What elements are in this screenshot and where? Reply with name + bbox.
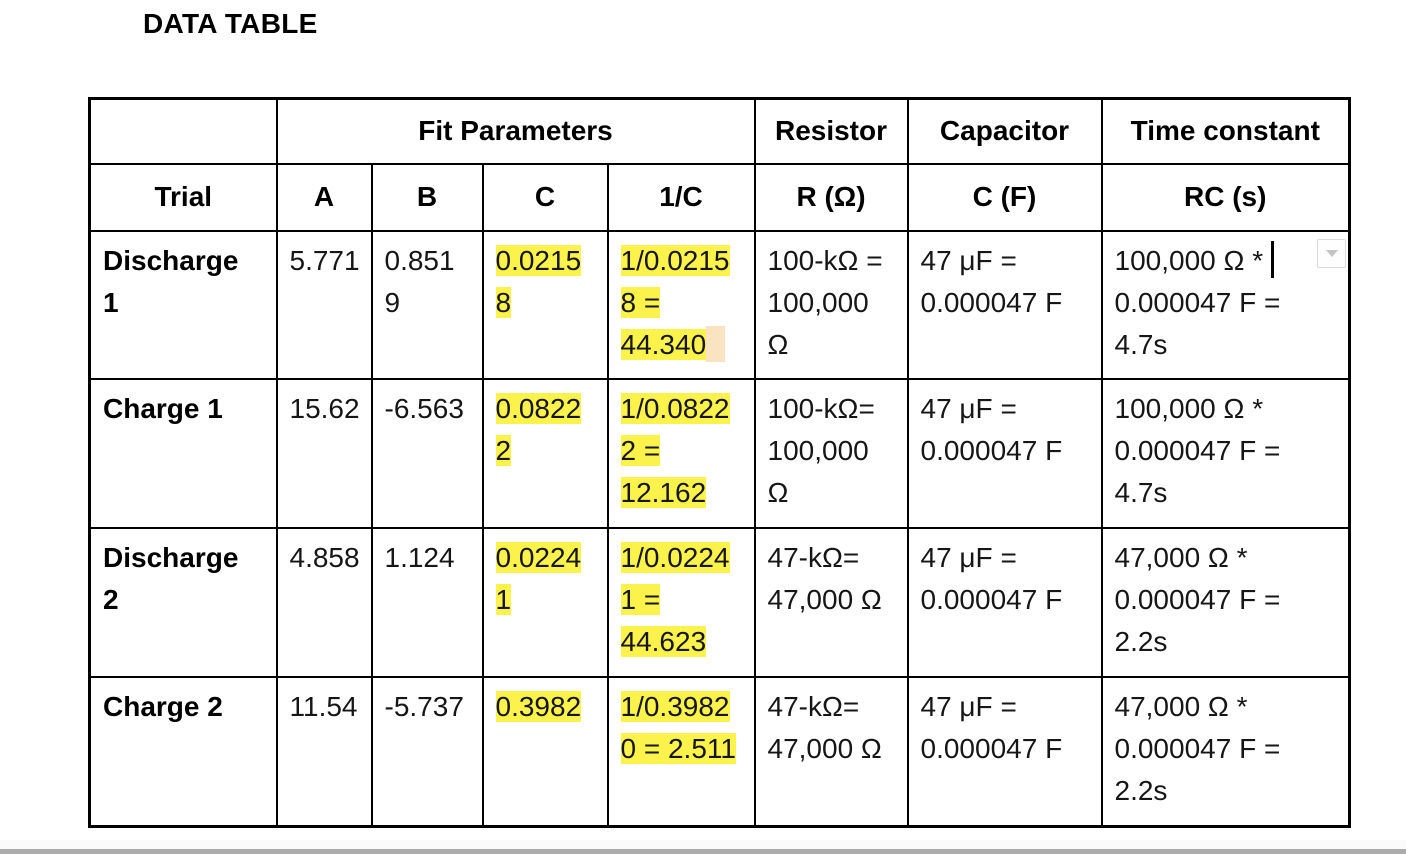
cell-text: 0.3982 (495, 690, 582, 722)
cell-text: -5.737 (384, 690, 464, 722)
cell-text: 1.124 (384, 541, 455, 573)
cell-text: 47 μF = 0.000047 F (920, 690, 1063, 764)
cell-one-over-c[interactable]: 1/0.0822 2 = 12.162 (606, 377, 756, 529)
cell-text: 47 μF = 0.000047 F (920, 392, 1063, 466)
table-row: Charge 2 11.54 -5.737 0.3982 1/0.3982 0 = 2.… (88, 675, 1351, 828)
document-title[interactable]: DATA TABLE (143, 8, 318, 39)
cell-text: 4.858 (289, 541, 360, 573)
cell-a[interactable]: 4.858 (275, 526, 373, 678)
cell-rc-seconds[interactable]: 47,000 Ω * 0.000047 F = 2.2s (1100, 675, 1351, 828)
cell-text: 47-kΩ= 47,000 Ω (767, 541, 882, 615)
cell-r-ohms[interactable]: 100-kΩ= 100,000 Ω (753, 377, 909, 529)
table-dropdown-button[interactable] (1317, 239, 1346, 268)
cell-text: 0.0224 1 (495, 541, 582, 615)
cell-text: 1/0.0224 1 = 44.623 (620, 541, 730, 657)
cell-rc-seconds[interactable]: 100,000 Ω * 0.000047 F = 4.7s (1100, 229, 1351, 380)
cell-text: 100,000 Ω * 0.000047 F = 4.7s (1114, 392, 1281, 508)
cell-text: 0.0822 2 (495, 392, 582, 466)
column-header[interactable]: C (F) (906, 162, 1103, 232)
cell-c[interactable]: 0.0215 8 (481, 229, 609, 380)
table-row: Charge 1 15.62 -6.563 0.0822 2 1/0.0822 2 = … (88, 377, 1351, 529)
cell-text: 47,000 Ω * 0.000047 F = 2.2s (1114, 541, 1281, 657)
cell-c[interactable]: 0.3982 (481, 675, 609, 828)
chevron-down-icon (1325, 250, 1338, 257)
cell-r-ohms[interactable]: 47-kΩ= 47,000 Ω (753, 526, 909, 678)
cell-rc-seconds[interactable]: 100,000 Ω * 0.000047 F = 4.7s (1100, 377, 1351, 529)
table-body: Discharge 1 5.771 0.851 9 0.0215 8 1/0.0215 … (88, 229, 1351, 828)
cell-text: 5.771 (289, 244, 360, 276)
cell-trial[interactable]: Charge 2 (88, 675, 278, 828)
cell-c-farads[interactable]: 47 μF = 0.000047 F (906, 229, 1103, 380)
data-table: Fit Parameters Resistor Capacitor Time cons… (88, 97, 1351, 828)
column-header[interactable]: B (370, 162, 484, 232)
text-cursor (1270, 240, 1274, 278)
cell-text: 0.000047 F = 4.7s (1114, 286, 1281, 360)
cell-trial[interactable]: Discharge 2 (88, 526, 278, 678)
cell-text: 47,000 Ω * 0.000047 F = 2.2s (1114, 690, 1281, 806)
cell-text: 47-kΩ= 47,000 Ω (767, 690, 882, 764)
column-header[interactable]: Trial (88, 162, 278, 232)
column-header[interactable]: C (481, 162, 609, 232)
cell-text: -6.563 (384, 392, 464, 424)
header-column-row: Trial A B C 1/C R (Ω) C (F) RC (s) (88, 162, 1351, 232)
cell-one-over-c[interactable]: 1/0.0215 8 = 44.340 (606, 229, 756, 380)
column-group-header[interactable]: Capacitor (906, 97, 1103, 165)
cell-r-ohms[interactable]: 100-kΩ = 100,000 Ω (753, 229, 909, 380)
cell-a[interactable]: 15.62 (275, 377, 373, 529)
column-group-header[interactable]: Resistor (753, 97, 909, 165)
empty-corner-cell[interactable] (88, 97, 278, 165)
column-header[interactable]: RC (s) (1100, 162, 1351, 232)
cell-rc-seconds[interactable]: 47,000 Ω * 0.000047 F = 2.2s (1100, 526, 1351, 678)
cell-c-farads[interactable]: 47 μF = 0.000047 F (906, 526, 1103, 678)
cell-c-farads[interactable]: 47 μF = 0.000047 F (906, 377, 1103, 529)
cell-b[interactable]: 0.851 9 (370, 229, 484, 380)
table-header: Fit Parameters Resistor Capacitor Time cons… (88, 97, 1351, 232)
table-row: Discharge 2 4.858 1.124 0.0224 1 1/0.0224 1 … (88, 526, 1351, 678)
cell-b[interactable]: -6.563 (370, 377, 484, 529)
cell-one-over-c[interactable]: 1/0.3982 0 = 2.511 (606, 675, 756, 828)
column-group-header[interactable]: Fit Parameters (275, 97, 756, 165)
column-header[interactable]: A (275, 162, 373, 232)
cell-text: 47 μF = 0.000047 F (920, 244, 1063, 318)
cell-text: 1/0.3982 0 = 2.511 (620, 690, 736, 764)
cell-one-over-c[interactable]: 1/0.0224 1 = 44.623 (606, 526, 756, 678)
cell-a[interactable]: 11.54 (275, 675, 373, 828)
cell-text: 11.54 (289, 690, 358, 722)
page-bottom-edge (0, 840, 1406, 854)
cell-r-ohms[interactable]: 47-kΩ= 47,000 Ω (753, 675, 909, 828)
column-header[interactable]: R (Ω) (753, 162, 909, 232)
cell-text: 1/0.0822 2 = 12.162 (620, 392, 730, 508)
cell-text: 15.62 (289, 392, 360, 424)
collaborator-selection (706, 325, 726, 362)
cell-a[interactable]: 5.771 (275, 229, 373, 380)
cell-text: 100-kΩ= 100,000 Ω (767, 392, 875, 508)
cell-c[interactable]: 0.0822 2 (481, 377, 609, 529)
cell-c[interactable]: 0.0224 1 (481, 526, 609, 678)
cell-text: 0.0215 8 (495, 244, 582, 318)
cell-b[interactable]: -5.737 (370, 675, 484, 828)
cell-text: 100-kΩ = 100,000 Ω (767, 244, 883, 360)
header-group-row: Fit Parameters Resistor Capacitor Time cons… (88, 97, 1351, 165)
cell-text: 0.851 9 (384, 244, 455, 318)
cell-b[interactable]: 1.124 (370, 526, 484, 678)
cell-trial[interactable]: Charge 1 (88, 377, 278, 529)
column-group-header[interactable]: Time constant (1100, 97, 1351, 165)
cell-trial[interactable]: Discharge 1 (88, 229, 278, 380)
cell-c-farads[interactable]: 47 μF = 0.000047 F (906, 675, 1103, 828)
column-header[interactable]: 1/C (606, 162, 756, 232)
table-row: Discharge 1 5.771 0.851 9 0.0215 8 1/0.0215 … (88, 229, 1351, 380)
cell-text: 100,000 Ω * (1114, 244, 1271, 276)
cell-text: 47 μF = 0.000047 F (920, 541, 1063, 615)
